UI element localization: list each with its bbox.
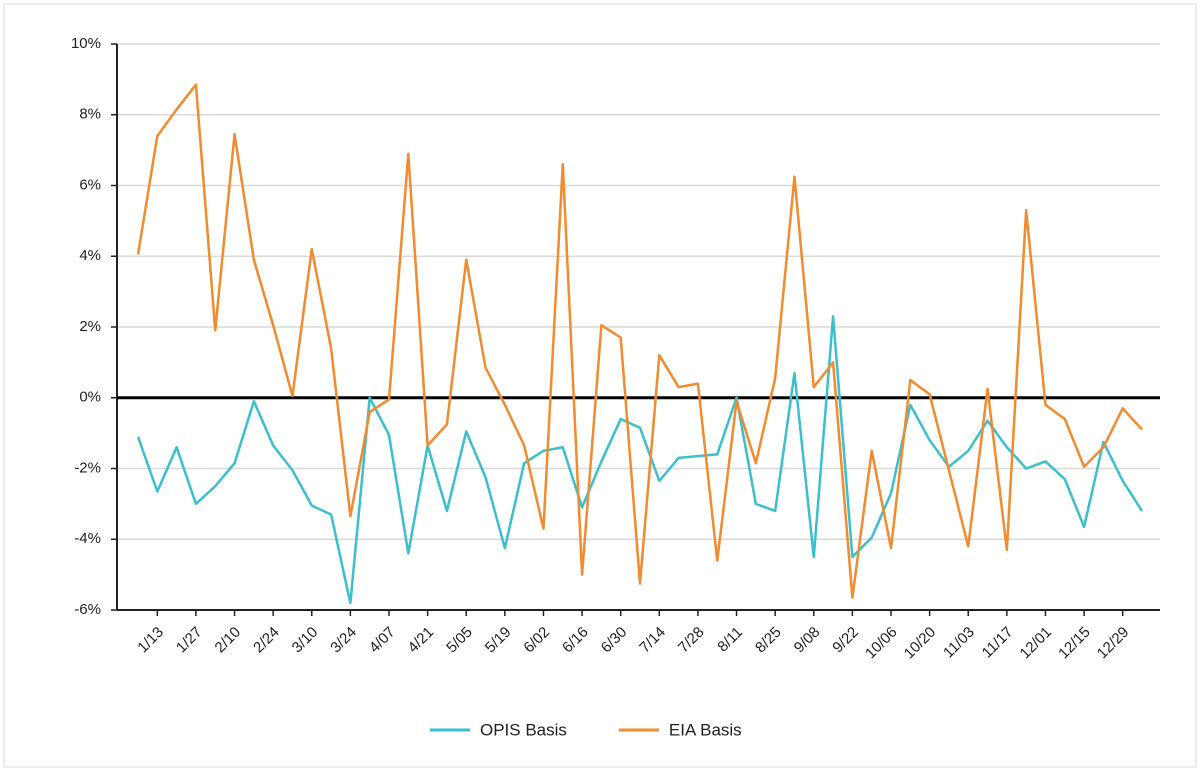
- series-line: [136, 315, 1144, 605]
- series-line: [136, 83, 1143, 599]
- y-tick-label: -4%: [74, 530, 101, 547]
- y-tick-label: 10%: [71, 35, 101, 52]
- legend-label: OPIS Basis: [480, 720, 567, 739]
- y-tick-label: 0%: [79, 389, 101, 406]
- y-tick-label: 6%: [79, 176, 101, 193]
- y-tick-label: -2%: [74, 459, 101, 476]
- legend: OPIS Basis EIA Basis: [430, 720, 742, 739]
- y-tick-label: -6%: [74, 601, 101, 618]
- y-tick-label: 4%: [79, 247, 101, 264]
- chart-frame: [3, 3, 1197, 768]
- y-tick-label: 2%: [79, 318, 101, 335]
- legend-label: EIA Basis: [669, 720, 742, 739]
- y-tick-label: 8%: [79, 106, 101, 123]
